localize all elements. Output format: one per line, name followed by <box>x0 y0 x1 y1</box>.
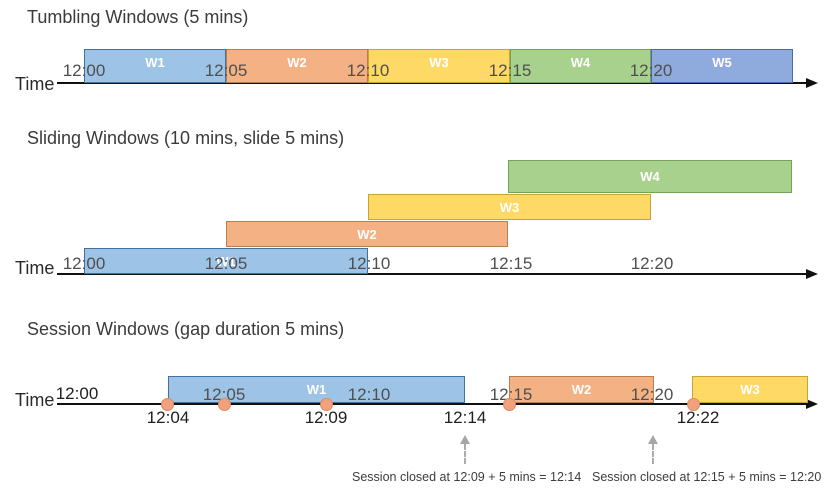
tumbling-windows-window-label-w5: W5 <box>712 55 732 70</box>
sliding-windows-window-box-w3: W3 <box>368 194 651 220</box>
session-windows-window-box-w1: W1 <box>168 376 465 403</box>
tumbling-windows-window-box-w2: W2 <box>226 49 368 83</box>
session-windows-time-axis-arrowhead <box>806 399 818 409</box>
sliding-windows-window-label-w2: W2 <box>357 226 377 242</box>
sliding-windows-tick-12:10: 12:10 <box>347 254 391 273</box>
session-windows-tick-12:00: 12:00 <box>55 384 99 403</box>
session-windows-window-label-w3: W3 <box>740 382 760 397</box>
tumbling-windows-window-box-w5: W5 <box>651 49 793 83</box>
tumbling-windows-tick-12:10: 12:10 <box>346 61 390 80</box>
tumbling-windows-window-label-w3: W3 <box>429 55 449 70</box>
sliding-windows-tick-12:15: 12:15 <box>489 254 533 273</box>
tumbling-windows-tick-12:05: 12:05 <box>204 61 248 80</box>
session-windows-title: Session Windows (gap duration 5 mins) <box>27 319 345 339</box>
session-closed-annotation-1: Session closed at 12:09 + 5 mins = 12:14 <box>352 470 582 484</box>
sliding-windows-window-box-w1: W1 <box>84 248 368 274</box>
time-axis-label-session: Time <box>15 390 55 410</box>
session-windows-event-label-12:04: 12:04 <box>146 408 190 427</box>
session-windows-dashed-up-arrow-stem-1 <box>464 444 466 464</box>
sliding-windows-window-label-w1: W1 <box>216 253 236 269</box>
session-windows-event-label-12:09: 12:09 <box>304 408 348 427</box>
session-windows-window-box-w2: W2 <box>509 376 654 403</box>
sliding-windows-tick-12:05: 12:05 <box>204 254 248 273</box>
tumbling-windows-tick-12:15: 12:15 <box>488 61 532 80</box>
session-windows-event-dot-2 <box>218 398 231 411</box>
sliding-windows-window-label-w3: W3 <box>499 199 520 215</box>
session-windows-tick-12:10: 12:10 <box>347 385 391 404</box>
session-windows-event-dot-3 <box>320 398 333 411</box>
session-windows-event-dot-4 <box>503 398 516 411</box>
time-axis-label-tumbling: Time <box>15 74 55 94</box>
session-windows-dashed-up-arrow-head-2 <box>648 435 658 444</box>
tumbling-windows-tick-12:00: 12:00 <box>62 61 106 80</box>
session-windows-event-label-12:14: 12:14 <box>443 408 487 427</box>
tumbling-windows-window-box-w3: W3 <box>368 49 510 83</box>
tumbling-windows-tick-12:20: 12:20 <box>629 61 673 80</box>
sliding-windows-time-axis-arrowhead <box>806 269 818 279</box>
tumbling-windows-window-label-w2: W2 <box>287 55 307 70</box>
session-windows-window-label-w1: W1 <box>306 382 327 397</box>
tumbling-windows-window-label-w4: W4 <box>570 55 591 70</box>
sliding-windows-time-axis <box>57 273 806 275</box>
session-windows-dashed-up-arrow-head-1 <box>460 435 470 444</box>
session-windows-time-axis <box>57 403 806 405</box>
tumbling-windows-title: Tumbling Windows (5 mins) <box>27 7 249 27</box>
tumbling-windows-time-axis-arrowhead <box>806 78 818 88</box>
sliding-windows-tick-12:20: 12:20 <box>630 254 674 273</box>
session-windows-dashed-up-arrow-stem-2 <box>652 444 654 464</box>
session-windows-window-box-w3: W3 <box>692 376 808 403</box>
tumbling-windows-window-label-w1: W1 <box>145 55 165 70</box>
session-windows-tick-12:05: 12:05 <box>202 385 246 404</box>
session-windows-event-dot-1 <box>161 398 174 411</box>
session-closed-annotation-2: Session closed at 12:15 + 5 mins = 12:20 <box>592 470 822 484</box>
session-windows-tick-12:15: 12:15 <box>489 385 533 404</box>
sliding-windows-tick-12:00: 12:00 <box>62 254 106 273</box>
time-axis-label-sliding: Time <box>15 258 55 278</box>
sliding-windows-title: Sliding Windows (10 mins, slide 5 mins) <box>27 128 345 148</box>
sliding-windows-window-box-w2: W2 <box>226 221 508 247</box>
session-windows-event-label-12:22: 12:22 <box>676 408 720 427</box>
session-windows-tick-12:20: 12:20 <box>630 385 674 404</box>
sliding-windows-window-label-w4: W4 <box>640 169 660 184</box>
session-windows-window-label-w2: W2 <box>571 382 592 397</box>
tumbling-windows-window-box-w1: W1 <box>84 49 226 83</box>
session-windows-event-dot-5 <box>687 398 700 411</box>
tumbling-windows-time-axis <box>57 82 806 84</box>
tumbling-windows-window-box-w4: W4 <box>510 49 651 83</box>
sliding-windows-window-box-w4: W4 <box>508 160 792 193</box>
